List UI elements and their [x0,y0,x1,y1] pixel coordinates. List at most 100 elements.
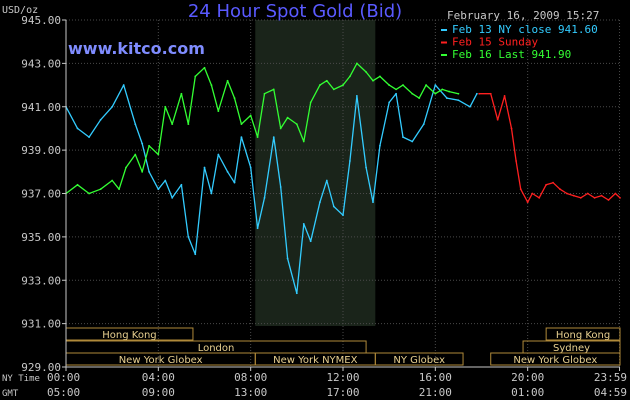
y-tick-label: 939.00 [21,144,61,157]
data-point [279,127,282,130]
data-point [395,88,397,91]
data-point [349,75,351,78]
data-point [355,62,358,65]
data-point [538,196,541,199]
data-point [134,153,137,156]
data-point [194,75,197,78]
data-point [148,170,151,173]
session-label: Sydney [553,343,590,354]
data-point [279,186,282,188]
data-point [171,123,174,125]
x-tick-label: 04:00 [142,371,175,384]
session-box [490,352,621,366]
data-point [325,179,328,182]
x-tick-label: 13:00 [234,386,267,399]
x-tick-label: 04:59 [594,386,627,399]
x-tick-label: 20:00 [511,371,544,384]
data-point [379,144,381,147]
x-tick-label: 23:59 [594,371,627,384]
series-line [65,62,459,195]
data-point [332,88,335,91]
data-point [619,196,621,199]
data-point [572,194,575,197]
data-point [309,101,312,104]
data-point [349,160,351,162]
data-point [319,201,321,204]
data-point [256,136,259,139]
nymex-session-shade [255,20,376,326]
data-point [457,99,460,102]
data-point [365,166,367,169]
data-point [233,97,236,99]
session-label: NY Globex [393,355,445,366]
data-point [600,194,603,197]
y-axis-unit: USD/oz [2,5,38,16]
data-point [545,183,548,186]
data-point [445,97,448,99]
y-tick-label: 937.00 [21,188,61,201]
data-point [76,183,79,186]
data-point [496,118,499,121]
data-point [434,92,437,95]
y-tick-label: 945.00 [21,14,61,27]
series-line [479,93,621,203]
data-point [319,84,321,86]
data-point [503,95,506,97]
data-point [164,105,167,108]
data-point [233,181,236,184]
legend-entry: Feb 16 Last 941.90 [452,48,571,61]
data-point [217,153,220,156]
timestamp: February 16, 2009 15:27 [447,9,599,22]
data-point [180,92,183,95]
data-point [194,253,197,256]
data-point [118,188,120,191]
data-point [157,153,160,156]
y-tick-label: 929.00 [21,361,61,374]
data-point [593,196,596,199]
data-point [457,92,460,95]
data-point [148,144,151,147]
data-point [342,214,344,217]
data-point [210,192,213,195]
data-point [249,114,252,117]
data-point [217,110,220,112]
session-label: Hong Kong [556,330,610,341]
data-point [88,136,90,139]
x-tick-label: 09:00 [142,386,175,399]
data-point [226,79,229,82]
data-point [586,192,589,195]
y-tick-label: 935.00 [21,231,61,244]
session-box [545,327,621,341]
data-point [434,84,437,86]
data-point [531,192,534,195]
data-point [372,201,374,204]
x-tick-label: 12:00 [326,371,359,384]
price-lines [65,62,621,295]
x-axis-row-label: NY Time [2,374,40,384]
data-point [425,84,427,86]
session-label: New York Globex [513,355,597,366]
data-point [203,166,206,169]
data-point [519,188,522,191]
data-point [164,179,167,182]
x-tick-label: 05:00 [47,386,80,399]
data-point [180,183,183,186]
data-point [134,123,137,125]
data-point [388,84,391,86]
session-box [374,352,464,366]
data-point [309,240,312,243]
session-label: Hong Kong [102,330,156,341]
data-point [478,92,481,95]
data-point [295,292,298,295]
data-point [272,88,275,91]
site-watermark: www.kitco.com [68,39,205,58]
data-point [510,127,513,130]
data-point [122,84,125,86]
data-point [418,97,421,99]
x-tick-label: 16:00 [419,371,452,384]
data-point [402,136,404,139]
data-point [295,123,298,125]
x-tick-label: 01:00 [511,386,544,399]
data-point [187,235,190,238]
